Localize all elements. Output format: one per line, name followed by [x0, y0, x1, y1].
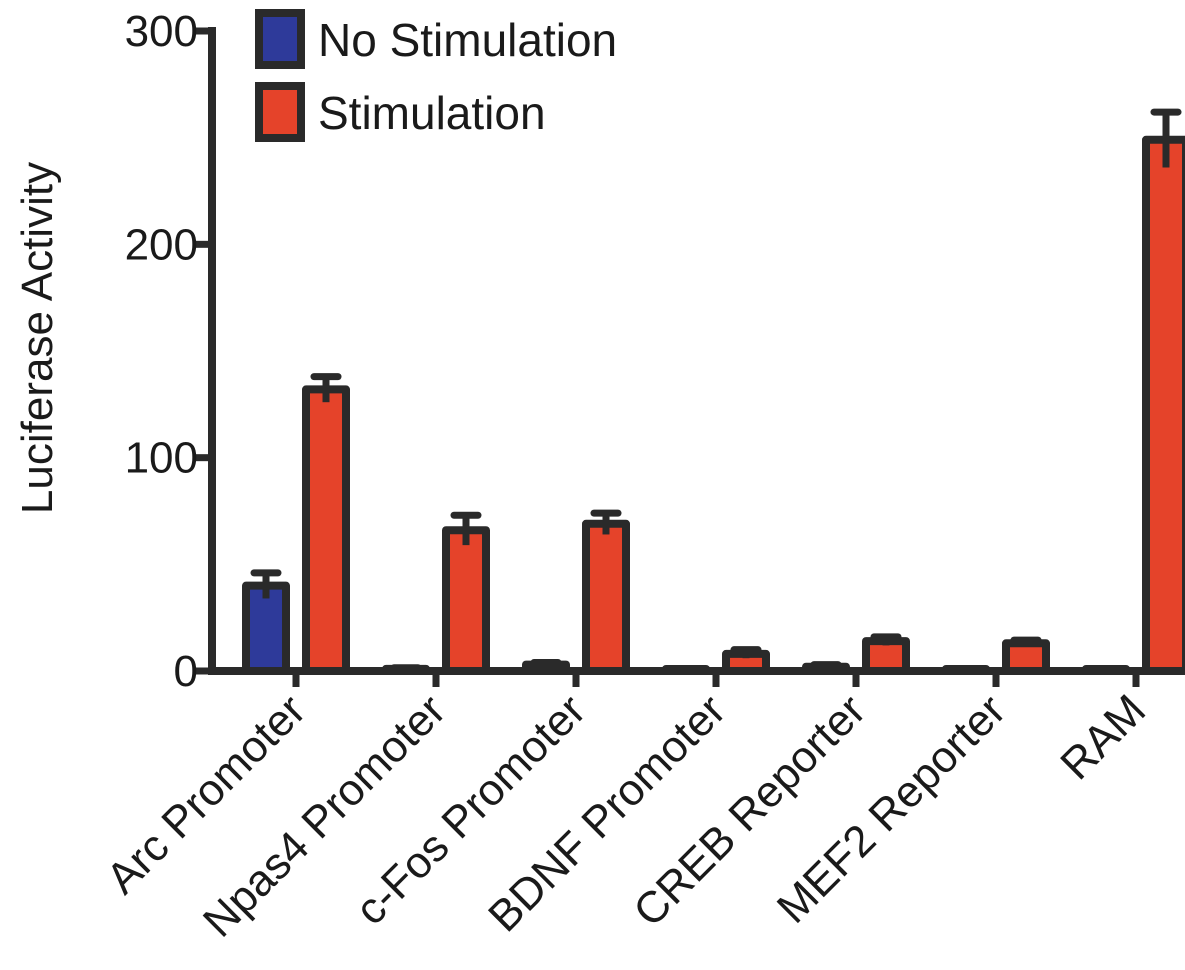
legend-label-0: No Stimulation — [318, 14, 617, 66]
bar-1-4 — [862, 637, 910, 676]
legend-swatch-1 — [255, 82, 305, 142]
x-tick-label-6: RAM — [1051, 685, 1155, 789]
bar-1-1 — [442, 526, 490, 676]
legend-label-1: Stimulation — [318, 87, 546, 139]
bar-1-0 — [302, 385, 350, 675]
legend-swatch-0 — [255, 9, 305, 69]
legend: No Stimulation Stimulation — [255, 9, 617, 142]
y-tick-label-2: 200 — [125, 220, 198, 269]
y-tick-label-0: 0 — [174, 647, 198, 696]
x-tick-label-1: Npas4 Promoter — [194, 685, 455, 946]
bar-1-6 — [1142, 135, 1185, 676]
bar-1-2 — [582, 519, 630, 675]
y-tick-label-3: 300 — [125, 7, 198, 56]
y-tick-label-1: 100 — [125, 434, 198, 483]
bar-1-5 — [1002, 639, 1050, 675]
bars-layer — [242, 108, 1185, 676]
y-axis-title: Luciferase Activity — [13, 162, 62, 514]
x-tick-label-3: BDNF Promoter — [479, 685, 735, 941]
